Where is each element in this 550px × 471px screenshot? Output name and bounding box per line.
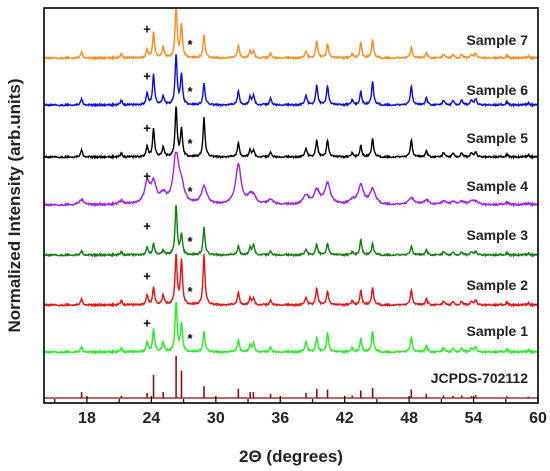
series-label: Sample 4 <box>467 178 529 194</box>
series-label: Sample 7 <box>467 32 529 48</box>
star-marker: * <box>188 84 194 99</box>
series-line <box>43 106 539 161</box>
star-marker: * <box>188 136 194 151</box>
star-marker: * <box>188 37 194 52</box>
series-line <box>43 7 539 62</box>
series-label-layer: Sample 7 Sample 6 Sample 5 Sample 4 Sample 3… <box>431 32 529 386</box>
star-marker: * <box>188 284 194 299</box>
series-label: JCPDS-702112 <box>431 370 529 386</box>
x-tick-layer: 18 24 30 36 42 48 54 60 <box>54 396 547 427</box>
series-label: Sample 6 <box>467 82 529 98</box>
series-line <box>43 301 539 356</box>
plus-marker: + <box>143 219 151 234</box>
plus-marker: + <box>143 121 151 136</box>
series-label: Sample 1 <box>467 323 529 339</box>
x-tick-label: 36 <box>271 410 289 427</box>
plus-marker: + <box>143 22 151 37</box>
series-line <box>43 54 539 108</box>
series-label: Sample 3 <box>467 227 529 243</box>
star-marker: * <box>188 234 194 249</box>
x-tick-label: 48 <box>400 410 418 427</box>
plus-marker: + <box>143 69 151 84</box>
plus-marker: + <box>143 169 151 184</box>
y-axis-label: Normalized Intensity (arb.units) <box>5 78 24 332</box>
plot-frame <box>43 7 539 404</box>
series-line <box>43 204 539 259</box>
trace-layer <box>43 7 539 399</box>
series-line <box>43 151 539 208</box>
series-label: Sample 5 <box>467 130 529 146</box>
x-axis-label: 2Θ (degrees) <box>239 447 343 466</box>
star-marker: * <box>188 184 194 199</box>
series-line <box>43 253 539 309</box>
x-tick-label: 24 <box>142 410 160 427</box>
x-tick-label: 42 <box>336 410 354 427</box>
series-label: Sample 2 <box>467 277 529 293</box>
x-tick-label: 60 <box>529 410 547 427</box>
plus-marker: + <box>143 316 151 331</box>
x-tick-label: 54 <box>465 410 483 427</box>
x-tick-label: 18 <box>78 410 96 427</box>
x-tick-label: 30 <box>207 410 225 427</box>
plus-marker: + <box>143 269 151 284</box>
star-marker: * <box>188 331 194 346</box>
marker-layer: + * + * + * + * + * + * + * <box>143 22 193 347</box>
